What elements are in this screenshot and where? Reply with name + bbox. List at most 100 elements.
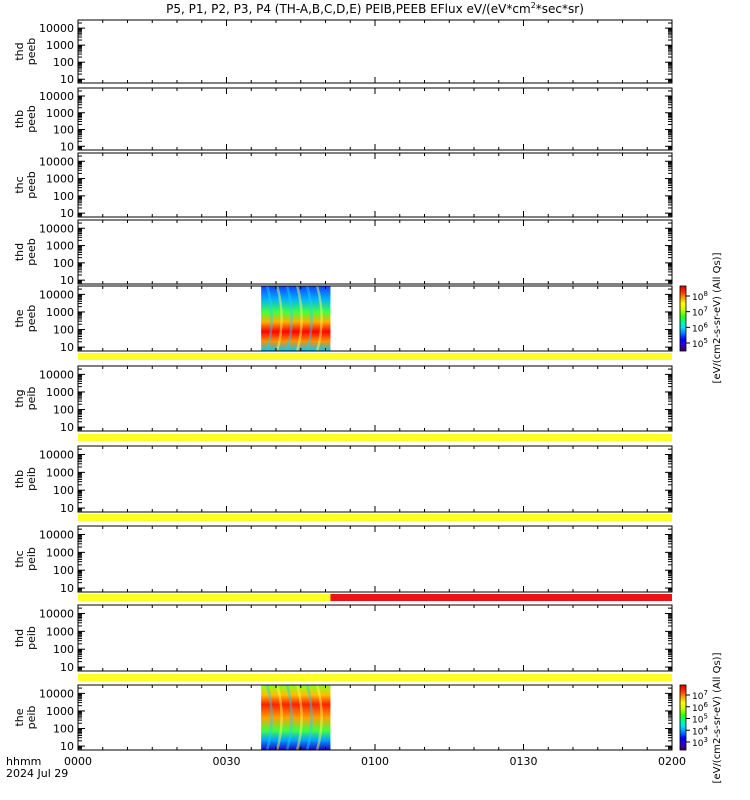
panel-thd-peeb: 10 100 1000 10000 thd peeb — [13, 219, 673, 287]
y-tick-label: 10000 — [39, 529, 74, 542]
y-tick-label: 100 — [53, 56, 74, 69]
y-tick-label: 10000 — [39, 687, 74, 700]
panel-product-label: peib — [25, 387, 38, 411]
colorbar-tick-label: 105 — [692, 337, 708, 350]
spectrogram-stripes — [265, 684, 323, 751]
y-tick-label: 100 — [53, 190, 74, 203]
y-tick-label: 10 — [60, 740, 74, 753]
y-tick-label: 1000 — [46, 466, 74, 479]
panel-product-label: peib — [25, 626, 38, 650]
y-tick-label: 10000 — [39, 155, 74, 168]
x-tick-label: 0100 — [361, 755, 389, 768]
panel-frame — [77, 525, 673, 593]
panel-product-label: peib — [25, 706, 38, 730]
y-tick-label: 10 — [60, 661, 74, 674]
panel-frame — [77, 87, 673, 151]
panel-product-label: peib — [25, 467, 38, 491]
panel-probe-label: thc — [13, 176, 26, 193]
colorbar-tick-label: 106 — [692, 701, 708, 714]
x-tick-label: 0130 — [510, 755, 538, 768]
y-tick-label: 10 — [60, 341, 74, 354]
y-tick-label: 10 — [60, 421, 74, 434]
panel-probe-label: the — [13, 309, 26, 327]
panel-frame — [77, 365, 673, 432]
panel-the-peeb: 10 100 1000 10000 the peeb — [13, 285, 673, 354]
panel-product-label: peeb — [25, 305, 38, 333]
panel-thb-peib: 10 100 1000 10000 thb peib — [13, 445, 673, 515]
y-tick-label: 100 — [53, 404, 74, 417]
y-tick-label: 1000 — [46, 107, 74, 120]
y-tick-label: 1000 — [46, 546, 74, 559]
y-tick-label: 100 — [53, 324, 74, 337]
y-tick-label: 10000 — [39, 368, 74, 381]
y-tick-label: 1000 — [46, 240, 74, 253]
y-tick-label: 10 — [60, 582, 74, 595]
panel-probe-label: thd — [13, 629, 26, 647]
panel-probe-label: the — [13, 708, 26, 726]
y-tick-label: 10 — [60, 140, 74, 153]
status-bar — [78, 434, 672, 441]
panel-probe-label: thc — [13, 550, 26, 567]
y-tick-label: 10 — [60, 274, 74, 287]
y-tick-label: 10 — [60, 73, 74, 86]
colorbar-scale — [679, 285, 687, 352]
colorbar-tick-label: 107 — [692, 306, 708, 319]
chart-title: P5, P1, P2, P3, P4 (TH-A,B,C,D,E) PEIB,P… — [166, 1, 584, 16]
colorbar-label: [eV/(cm2-s-sr-eV) (All Qs)] — [712, 652, 723, 783]
status-bar — [78, 674, 672, 681]
colorbar-tick-label: 106 — [692, 321, 708, 334]
panel-probe-label: thb — [13, 470, 26, 488]
panel-product-label: peeb — [25, 171, 38, 199]
y-tick-label: 100 — [53, 257, 74, 270]
x-tick-label: 0030 — [213, 755, 241, 768]
panel-product-label: peib — [25, 547, 38, 571]
colorbar-label: [eV/(cm2-s-sr-eV) (All Qs)] — [712, 252, 723, 383]
y-tick-label: 1000 — [46, 173, 74, 186]
panel-thd-peib: 10 100 1000 10000 thd peib — [13, 604, 673, 674]
y-tick-label: 10000 — [39, 22, 74, 35]
status-bar-segment — [78, 434, 672, 441]
y-tick-label: 1000 — [46, 625, 74, 638]
spectrogram-stripes — [265, 285, 323, 352]
y-tick-label: 10000 — [39, 288, 74, 301]
y-tick-label: 10000 — [39, 90, 74, 103]
status-bar-segment — [78, 353, 672, 360]
status-bar — [78, 594, 672, 601]
y-tick-label: 100 — [53, 484, 74, 497]
status-bar-segment — [78, 514, 672, 521]
y-tick-label: 1000 — [46, 306, 74, 319]
y-tick-label: 10000 — [39, 449, 74, 462]
panel-probe-label: thd — [13, 243, 26, 261]
panel-thd-peeb: 10 100 1000 10000 thd peeb — [13, 19, 673, 86]
spectrogram-block — [261, 286, 331, 351]
panel-frame — [77, 219, 673, 285]
panel-product-label: peeb — [25, 105, 38, 133]
status-bar-segment — [330, 594, 672, 601]
panel-frame — [77, 604, 673, 672]
status-bar — [78, 514, 672, 521]
x-axis-label: hhmm — [6, 755, 41, 768]
colorbar-tick-label: 108 — [692, 290, 708, 303]
panel-probe-label: thg — [13, 389, 26, 407]
panel-thc-peib: 10 100 1000 10000 thc peib — [13, 525, 673, 595]
y-tick-label: 10 — [60, 502, 74, 515]
panel-thb-peeb: 10 100 1000 10000 thb peeb — [13, 87, 673, 153]
status-bar — [78, 353, 672, 360]
y-tick-label: 1000 — [46, 39, 74, 52]
colorbar-scale — [679, 684, 687, 751]
y-tick-label: 10 — [60, 207, 74, 220]
y-tick-label: 100 — [53, 643, 74, 656]
panel-the-peib: 10 100 1000 10000 the peib — [13, 684, 673, 753]
panel-product-label: peeb — [25, 238, 38, 266]
panel-thc-peeb: 10 100 1000 10000 thc peeb — [13, 152, 673, 220]
y-tick-label: 100 — [53, 124, 74, 137]
y-tick-label: 1000 — [46, 386, 74, 399]
date-label: 2024 Jul 29 — [6, 767, 68, 780]
colorbar-tick-label: 105 — [692, 713, 708, 726]
colorbar-tick-label: 103 — [692, 736, 708, 749]
panel-frame — [77, 285, 673, 352]
status-bar-segment — [78, 674, 672, 681]
